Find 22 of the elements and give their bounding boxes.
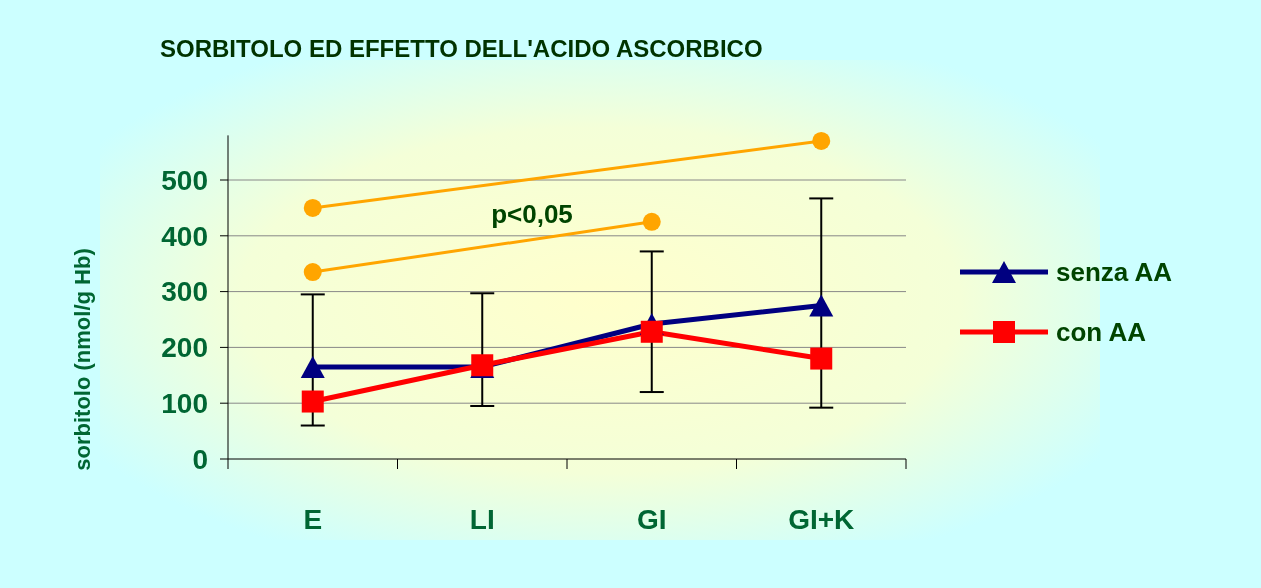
point	[301, 390, 324, 413]
x-tick-label: LI	[469, 504, 495, 535]
y-tick-label: 0	[192, 443, 208, 475]
point	[303, 198, 322, 217]
x-tick-label: GI	[636, 504, 667, 535]
x-tick-label: E	[303, 504, 323, 535]
chart-title: SORBITOLO ED EFFETTO DELL'ACIDO ASCORBICO	[160, 35, 763, 62]
annotation: p<0,05	[491, 199, 573, 230]
y-tick-label: 100	[161, 388, 208, 419]
point	[300, 355, 325, 378]
y-tick-label: 400	[161, 220, 208, 252]
x-tick-label: GI+K	[788, 504, 855, 535]
y-tick-label: 200	[161, 332, 208, 364]
point	[303, 263, 322, 282]
point	[810, 347, 833, 370]
point	[640, 320, 663, 343]
point	[809, 294, 834, 317]
legend-label: con AA	[1056, 317, 1147, 348]
y-tick-label: 500	[161, 164, 208, 196]
y-tick-label: 300	[161, 276, 208, 308]
legend-label: senza AA	[1056, 257, 1173, 288]
y-axis-title: sorbitolo (nmol/g Hb)	[70, 248, 95, 471]
